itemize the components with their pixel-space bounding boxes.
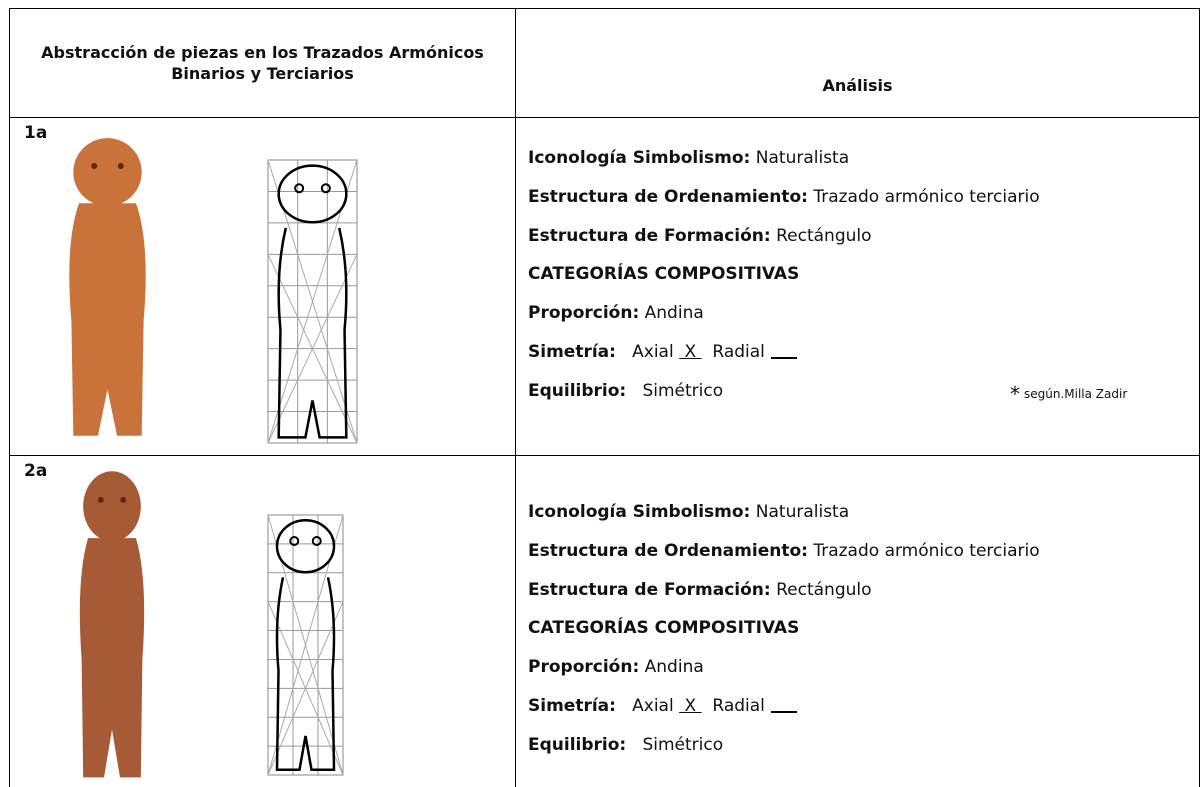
label: Estructura de Formación:	[528, 579, 771, 600]
figurine-body	[69, 203, 146, 436]
figurine-eye	[91, 163, 98, 169]
analysis-line: Estructura de Ordenamiento: Trazado armó…	[528, 541, 1040, 561]
analysis-line: Iconología Simbolismo: Naturalista	[528, 502, 849, 522]
analysis-line: Proporción: Andina	[528, 657, 704, 677]
grid-frame	[267, 159, 358, 444]
figurine-eye	[97, 496, 104, 503]
border	[9, 8, 1200, 9]
balance-line: Equilibrio: Simétrico	[528, 381, 723, 401]
note-mark: *	[1010, 381, 1020, 406]
label: Proporción:	[528, 303, 640, 324]
label: Simetría:	[528, 342, 616, 362]
drawing-head	[277, 164, 348, 224]
label: Estructura de Formación:	[528, 225, 771, 246]
blank	[770, 711, 797, 713]
figurine-body	[79, 538, 145, 778]
label: CATEGORÍAS COMPOSITIVAS	[528, 618, 800, 639]
label: Equilibrio:	[528, 380, 627, 401]
label: Estructura de Ordenamiento:	[528, 186, 808, 207]
grid-frame	[267, 514, 344, 776]
value: Rectángulo	[776, 579, 872, 600]
axial: Axial	[632, 696, 674, 716]
header-left: Abstracción de piezas en los Trazados Ar…	[41, 43, 484, 83]
drawing-body	[277, 227, 348, 439]
value: Rectángulo	[776, 225, 872, 246]
value: Naturalista	[755, 502, 850, 522]
border	[9, 8, 10, 787]
value: Simétrico	[642, 380, 724, 401]
figurine-head	[83, 471, 141, 542]
label: Iconología Simbolismo:	[528, 502, 751, 522]
figurine-eye	[117, 163, 124, 169]
label: Iconología Simbolismo:	[528, 148, 751, 168]
drawing-eye	[289, 536, 300, 546]
value: Simétrico	[642, 734, 724, 755]
analysis-line: CATEGORÍAS COMPOSITIVAS	[528, 264, 799, 284]
row-id: 1a	[24, 123, 48, 143]
value: Andina	[644, 657, 704, 678]
drawing-eye	[320, 183, 331, 194]
grid	[267, 601, 344, 776]
header-right: Análisis	[822, 76, 893, 95]
axial: Axial	[632, 342, 674, 362]
border	[9, 455, 1200, 456]
label: Simetría:	[528, 696, 616, 716]
figurine-head	[73, 138, 142, 207]
border	[1199, 8, 1200, 787]
analysis-line: Estructura de Formación: Rectángulo	[528, 226, 872, 246]
axial-mark: X	[679, 342, 702, 362]
border	[9, 117, 1200, 118]
note-text: según.Milla Zadir	[1024, 386, 1128, 401]
analysis-line: Estructura de Formación: Rectángulo	[528, 580, 872, 600]
label: Equilibrio:	[528, 734, 627, 755]
drawing-eye	[294, 183, 305, 194]
drawing-eye	[311, 536, 322, 546]
grid	[267, 254, 358, 444]
border	[515, 8, 516, 787]
note: * según.Milla Zadir	[1010, 382, 1127, 406]
label: Estructura de Ordenamiento:	[528, 540, 808, 561]
value: Trazado armónico terciario	[813, 186, 1040, 207]
value: Trazado armónico terciario	[813, 540, 1040, 561]
drawing-head	[275, 518, 336, 574]
radial: Radial	[712, 342, 765, 362]
drawing-body	[275, 577, 336, 772]
analysis-line: Estructura de Ordenamiento: Trazado armó…	[528, 187, 1040, 207]
value: Andina	[644, 303, 704, 324]
axial-mark: X	[679, 696, 702, 716]
blank	[770, 357, 797, 359]
row-id: 2a	[24, 461, 48, 481]
symmetry-line: Simetría: Axial X Radial	[528, 342, 797, 362]
analysis-line: Proporción: Andina	[528, 303, 704, 323]
label: Proporción:	[528, 657, 640, 678]
analysis-line: CATEGORÍAS COMPOSITIVAS	[528, 618, 799, 638]
symmetry-line: Simetría: Axial X Radial	[528, 696, 797, 716]
figurine-eye	[120, 496, 127, 503]
balance-line: Equilibrio: Simétrico	[528, 735, 723, 755]
radial: Radial	[712, 696, 765, 716]
value: Naturalista	[755, 148, 850, 168]
label: CATEGORÍAS COMPOSITIVAS	[528, 264, 800, 285]
analysis-line: Iconología Simbolismo: Naturalista	[528, 148, 849, 168]
